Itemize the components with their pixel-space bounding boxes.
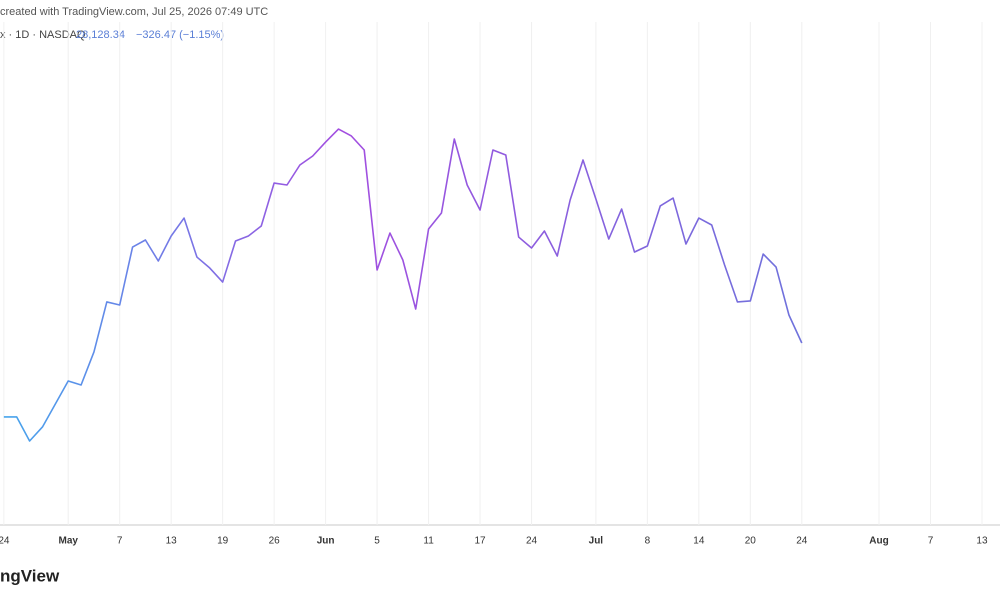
- x-tick-label: 13: [976, 536, 988, 547]
- x-tick-label: Jun: [317, 536, 335, 547]
- change: −326.47 (−1.15%): [136, 29, 224, 41]
- x-tick-label: 8: [645, 536, 651, 547]
- x-tick-label: Aug: [869, 536, 888, 547]
- x-tick-label: 20: [745, 536, 757, 547]
- x-tick-label: 11: [423, 536, 434, 547]
- attribution: created with TradingView.com, Jul 25, 20…: [0, 6, 268, 18]
- symbol-line: x · 1D · NASDAQ: [0, 29, 86, 41]
- x-tick-label: 7: [117, 536, 123, 547]
- x-tick-label: 13: [166, 536, 178, 547]
- x-tick-label: 24: [526, 536, 538, 547]
- x-tick-label: 19: [217, 536, 229, 547]
- price: 28,128.34: [76, 29, 125, 41]
- x-tick-label: Jul: [589, 536, 604, 547]
- x-tick-label: May: [58, 536, 78, 547]
- x-tick-label: 26: [269, 536, 281, 547]
- x-tick-label: 24: [796, 536, 808, 547]
- x-tick-label: 5: [374, 536, 380, 547]
- x-tick-label: 14: [693, 536, 705, 547]
- x-tick-label: 24: [0, 536, 10, 547]
- x-tick-label: 17: [474, 536, 486, 547]
- x-tick-label: 7: [928, 536, 934, 547]
- logo: ngView: [0, 566, 60, 585]
- price-line: [3, 128, 803, 442]
